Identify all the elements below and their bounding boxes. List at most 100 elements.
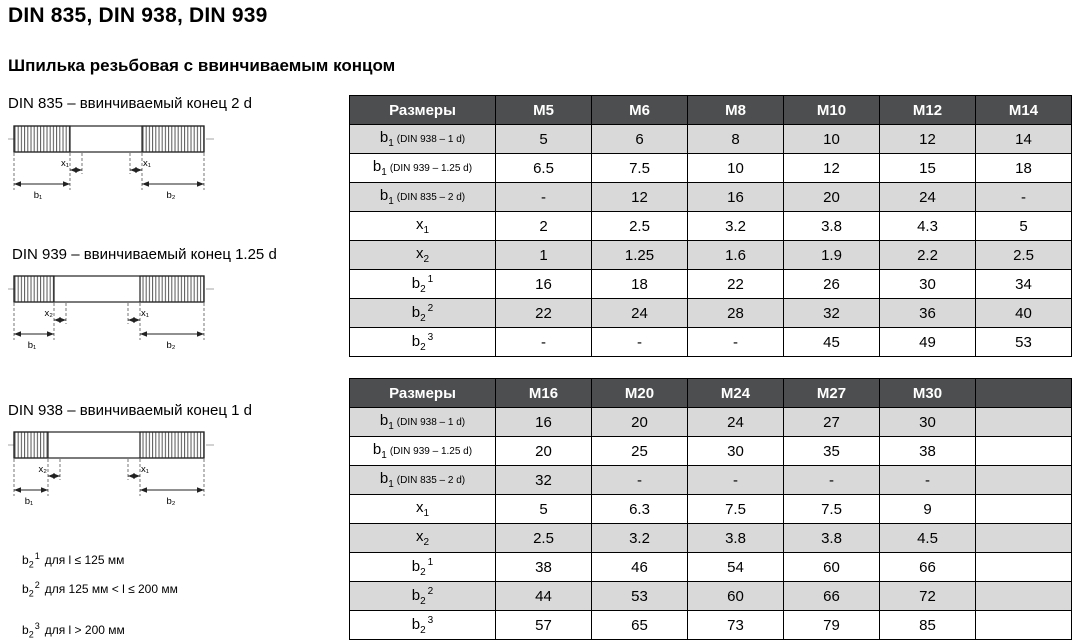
- table-row: b1 (DIN 939 – 1.25 d) 20 25 30 35 38: [349, 436, 1072, 466]
- value-cell: -: [495, 327, 592, 357]
- header-cell-size: M14: [975, 95, 1072, 125]
- dimension-labels: x₂ x₁ b₁ b₂: [28, 308, 176, 351]
- value-cell: 2.5: [495, 523, 592, 553]
- row-label-cell: b22: [349, 581, 496, 611]
- value-cell: 24: [687, 407, 784, 437]
- row-label-sub: 1: [388, 421, 394, 432]
- value-cell: [975, 581, 1072, 611]
- row-label-base: b: [411, 332, 421, 350]
- table-row: x1 2 2.5 3.2 3.8 4.3 5: [349, 211, 1072, 241]
- value-cell: 22: [687, 269, 784, 299]
- footnote-b2-2: b22 для 125 мм < l ≤ 200 мм: [22, 580, 178, 598]
- table-row: b21 38 46 54 60 66: [349, 552, 1072, 582]
- row-label-sup: 2: [427, 585, 434, 597]
- row-label-sub: 1: [423, 508, 430, 519]
- value-cell: 8: [687, 124, 784, 154]
- value-cell: [975, 436, 1072, 466]
- header-row: Размеры M5 M6 M8 M10 M12 M14: [349, 95, 1072, 125]
- footnote-base: b: [22, 553, 29, 567]
- row-label-sub: 1: [381, 450, 387, 461]
- footnote-sub: 2: [28, 629, 34, 640]
- row-label-note: (DIN 938 – 1 d): [396, 417, 466, 428]
- value-cell: 60: [783, 552, 880, 582]
- value-cell: 1.6: [687, 240, 784, 270]
- row-label-sub: 1: [423, 225, 430, 236]
- footnote-base: b: [22, 582, 29, 596]
- value-cell: 7.5: [783, 494, 880, 524]
- dim-label-left-b: b₁: [28, 340, 37, 351]
- value-cell: -: [687, 465, 784, 495]
- value-cell: 20: [783, 182, 880, 212]
- value-cell: 16: [495, 269, 592, 299]
- footnote-text: для l ≤ 125 мм: [44, 553, 125, 567]
- stud-drawing-din939: x₂ x₁ b₁ b₂: [8, 275, 214, 351]
- value-cell: 16: [495, 407, 592, 437]
- value-cell: 3.2: [591, 523, 688, 553]
- stud-drawing-din938: x₂ x₁ b₁ b₂: [8, 431, 214, 507]
- value-cell: -: [975, 182, 1072, 212]
- value-cell: 24: [591, 298, 688, 328]
- row-label-cell: x2: [349, 240, 496, 270]
- table-row: b23 - - - 45 49 53: [349, 327, 1072, 357]
- value-cell: 20: [591, 407, 688, 437]
- value-cell: 54: [687, 552, 784, 582]
- row-label-cell: b1 (DIN 938 – 1 d): [349, 407, 496, 437]
- stud-body: [13, 431, 205, 459]
- dim-label-right-b: b₂: [167, 190, 176, 201]
- value-cell: 46: [591, 552, 688, 582]
- row-label-sup: 3: [427, 331, 434, 343]
- value-cell: 5: [495, 494, 592, 524]
- value-cell: 38: [879, 436, 976, 466]
- table-row: b21 16 18 22 26 30 34: [349, 269, 1072, 299]
- value-cell: 57: [495, 610, 592, 640]
- table-row: b22 44 53 60 66 72: [349, 581, 1072, 611]
- value-cell: 25: [591, 436, 688, 466]
- value-cell: 66: [783, 581, 880, 611]
- value-cell: 27: [783, 407, 880, 437]
- header-cell-sizes: Размеры: [349, 378, 496, 408]
- value-cell: 5: [495, 124, 592, 154]
- footnote-b2-3: b23 для l > 200 мм: [22, 621, 125, 639]
- dim-label-right-b: b₂: [167, 340, 176, 351]
- row-label-cell: x1: [349, 211, 496, 241]
- value-cell: 24: [879, 182, 976, 212]
- value-cell: 3.8: [687, 523, 784, 553]
- table-row: b23 57 65 73 79 85: [349, 610, 1072, 640]
- row-label-sub: 2: [420, 566, 426, 578]
- value-cell: 35: [783, 436, 880, 466]
- row-label-sub: 2: [423, 537, 430, 548]
- value-cell: 14: [975, 124, 1072, 154]
- row-label-sub: 2: [420, 283, 426, 295]
- table-row: b1 (DIN 835 – 2 d) 32 - - - -: [349, 465, 1072, 495]
- row-label-cell: b23: [349, 610, 496, 640]
- value-cell: 32: [783, 298, 880, 328]
- row-label-sup: 3: [427, 614, 434, 626]
- row-label-base: x: [415, 245, 424, 262]
- row-label-base: b: [411, 303, 421, 321]
- row-label-cell: b22: [349, 298, 496, 328]
- header-cell-size: M24: [687, 378, 784, 408]
- value-cell: [975, 610, 1072, 640]
- row-label-sub: 2: [420, 624, 426, 636]
- stud-body: [13, 275, 205, 303]
- value-cell: 65: [591, 610, 688, 640]
- value-cell: 1.25: [591, 240, 688, 270]
- row-label-base: b: [379, 187, 389, 204]
- value-cell: 45: [783, 327, 880, 357]
- page-title: DIN 835, DIN 938, DIN 939: [8, 4, 268, 27]
- dim-label-right-x: x₁: [141, 308, 149, 319]
- table-row: b22 22 24 28 32 36 40: [349, 298, 1072, 328]
- value-cell: 6: [591, 124, 688, 154]
- value-cell: -: [783, 465, 880, 495]
- row-label-cell: b1 (DIN 939 – 1.25 d): [349, 436, 496, 466]
- value-cell: 10: [783, 124, 880, 154]
- value-cell: 5: [975, 211, 1072, 241]
- value-cell: 53: [975, 327, 1072, 357]
- row-label-base: b: [372, 158, 382, 175]
- footnote-text: для 125 мм < l ≤ 200 мм: [44, 582, 178, 596]
- dimension-labels: x₂ x₁ b₁ b₂: [25, 464, 176, 507]
- row-label-base: x: [415, 216, 424, 233]
- row-label-sub: 2: [420, 312, 426, 324]
- footnote-sub: 2: [28, 559, 34, 570]
- value-cell: 2.5: [975, 240, 1072, 270]
